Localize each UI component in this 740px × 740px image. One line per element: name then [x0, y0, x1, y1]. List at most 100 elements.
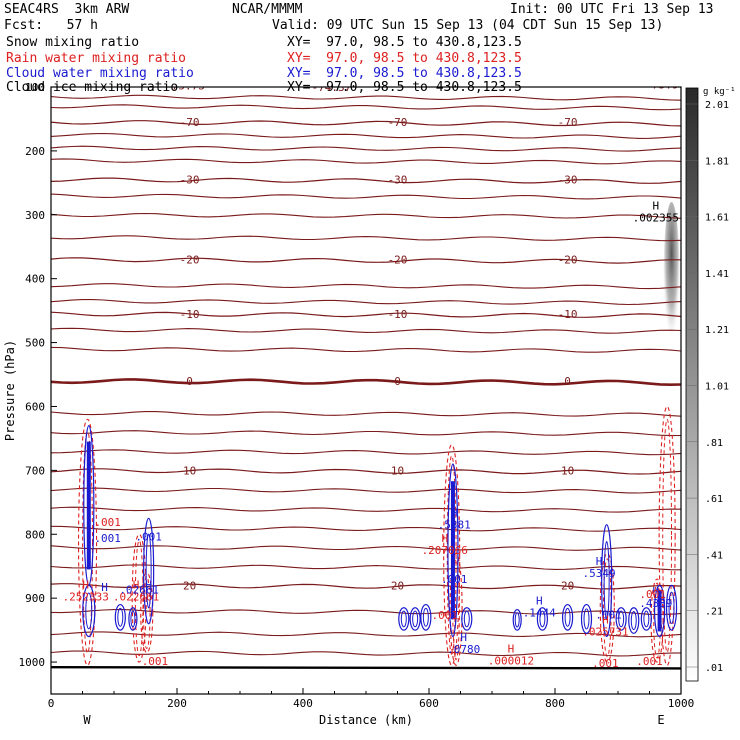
rain-water-contour	[142, 576, 151, 649]
snow-shading	[663, 202, 680, 349]
contour-label: -70	[180, 116, 200, 129]
contour-annotation: .0780	[447, 643, 480, 656]
contour-annotation: H	[145, 579, 152, 592]
cloud-water-contour	[615, 607, 627, 631]
temperature-contour	[51, 346, 681, 353]
contour-annotation: H	[652, 200, 659, 213]
x-tick-label: 200	[167, 697, 187, 710]
rain-water-contour	[446, 455, 457, 655]
x-tick-label: 600	[419, 697, 439, 710]
cloud-water-contour	[618, 610, 625, 628]
contour-annotation: .5349	[583, 567, 616, 580]
contour-label: -20	[180, 254, 200, 267]
temperature-contour	[51, 299, 681, 306]
cloud-water-contour	[539, 610, 546, 628]
contour-label: -10	[180, 308, 200, 321]
contour-label: -30	[388, 174, 408, 187]
cloud-water-contour	[640, 607, 652, 631]
colorbar-label: 1.01	[705, 382, 729, 393]
cloud-water-contour	[130, 610, 136, 628]
contour-annotation: .001	[94, 532, 121, 545]
colorbar-unit: g kg⁻¹	[703, 87, 736, 97]
cloud-water-contour	[653, 584, 666, 638]
cloud-water-core	[657, 590, 662, 632]
contour-label: 10	[391, 464, 404, 477]
cloud-water-contour	[400, 610, 407, 628]
y-tick-label: 100	[25, 81, 45, 94]
field-label-rain: Rain water mixing ratio	[6, 51, 187, 66]
cloud-water-contour	[603, 540, 610, 621]
x-end-label-west: W	[83, 713, 91, 727]
contour-label: 20	[183, 579, 196, 592]
temperature-contour	[51, 212, 681, 219]
contour-annotation: H	[451, 506, 458, 519]
rain-water-contour	[77, 418, 98, 666]
temperature-contour	[51, 487, 681, 494]
contour-label: -20	[388, 254, 408, 267]
colorbar-label: .81	[705, 438, 723, 449]
temperature-contour	[51, 430, 681, 437]
colorbar-label: 1.41	[705, 269, 729, 280]
y-tick-label: 500	[25, 337, 45, 350]
field-xy-cloud-water: XY= 97.0, 98.5 to 430.8,123.5	[287, 66, 522, 81]
cloud-water-contour	[601, 524, 613, 638]
contour-annotation: H	[460, 631, 467, 644]
contour-annotation: .207066	[422, 544, 468, 557]
cloud-water-contour	[85, 592, 93, 630]
temperature-contour-labeled	[51, 177, 681, 184]
rain-water-contour	[140, 572, 154, 654]
cloud-water-contour	[420, 603, 432, 631]
colorbar-label: .41	[705, 550, 723, 561]
ground-line	[51, 665, 681, 670]
contour-annotation: .001	[595, 609, 622, 622]
contour-annotation: H	[441, 532, 448, 545]
temperature-contour-labeled	[51, 120, 681, 127]
contour-label: -10	[558, 308, 578, 321]
contour-annotation: .022661	[113, 591, 159, 604]
cloud-water-contour	[514, 612, 520, 628]
contour-annotation: H	[602, 614, 609, 627]
colorbar-label: 1.61	[705, 213, 729, 224]
temperature-contour-labeled	[51, 257, 681, 264]
contour-annotation: .5381	[438, 518, 471, 531]
cloud-water-contour	[114, 603, 126, 631]
y-tick-label: 200	[25, 145, 45, 158]
header-valid: Valid: 09 UTC Sun 15 Sep 13 (04 CDT Sun …	[272, 18, 664, 33]
cloud-water-contour	[536, 607, 549, 631]
colorbar-label: .21	[705, 607, 723, 618]
contour-annotation: H	[101, 581, 108, 594]
contour-annotation: .002355	[633, 212, 679, 225]
temperature-contour	[51, 545, 681, 551]
header-init: Init: 00 UTC Fri 13 Sep 13	[510, 2, 714, 17]
rain-water-contour	[134, 540, 144, 657]
cloud-water-contour	[665, 584, 678, 631]
cloud-water-contour	[583, 608, 590, 630]
cloud-water-contour	[409, 607, 421, 631]
temperature-contour	[51, 506, 681, 513]
temperature-contour	[51, 411, 681, 417]
rain-water-contour	[443, 444, 461, 666]
x-tick-label: 0	[48, 697, 55, 710]
colorbar-label: 1.21	[705, 325, 729, 336]
field-xy-snow: XY= 97.0, 98.5 to 430.8,123.5	[287, 35, 522, 50]
rain-water-contour	[449, 552, 463, 666]
cloud-water-contour	[412, 610, 419, 628]
temperature-contour	[51, 94, 681, 101]
temperature-contour-labeled	[51, 468, 681, 475]
temperature-contour	[51, 193, 681, 200]
cloud-water-contour	[422, 607, 429, 627]
contour-annotation: .252333	[62, 591, 108, 604]
y-tick-label: 600	[25, 400, 45, 413]
contour-annotation: .001	[592, 657, 619, 670]
colorbar-label: .01	[705, 663, 723, 674]
contour-annotation: .000012	[488, 654, 534, 667]
cloud-water-contour	[117, 607, 124, 627]
temperature-contour	[51, 449, 681, 456]
cloud-water-contour	[643, 610, 650, 628]
temperature-contour	[51, 525, 681, 532]
x-axis-label: Distance (km)	[319, 713, 413, 727]
colorbar-label: .61	[705, 494, 723, 505]
temperature-contour-labeled	[51, 378, 681, 387]
y-tick-label: 900	[25, 592, 45, 605]
temperature-contour	[51, 564, 681, 571]
